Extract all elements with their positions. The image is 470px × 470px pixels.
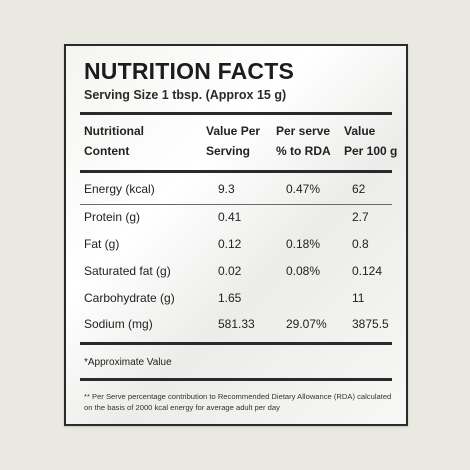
value-per-100g: 3875.5 [352, 317, 389, 331]
rda-footnote: ** Per Serve percentage contribution to … [84, 392, 392, 412]
header-rda: Per serve % to RDA [276, 124, 331, 158]
rda-percent: 29.07% [286, 317, 327, 331]
header-rule-bottom [80, 170, 392, 173]
value-per-100g: 62 [352, 182, 366, 196]
rda-percent: 0.47% [286, 182, 321, 196]
table-row: Sodium (mg) 581.33 29.07% 3875.5 [84, 317, 392, 339]
value-per-serving: 1.65 [218, 291, 242, 305]
nutrition-title: NUTRITION FACTS [84, 58, 294, 84]
value-per-100g: 0.124 [352, 264, 383, 278]
nutrient-name: Sodium (mg) [84, 317, 153, 331]
value-per-100g: 0.8 [352, 237, 369, 251]
approximate-note: *Approximate Value [84, 357, 172, 368]
table-row: Energy (kcal) 9.3 0.47% 62 [84, 182, 392, 204]
nutrient-name: Protein (g) [84, 210, 141, 224]
rda-percent: 0.18% [286, 237, 321, 251]
nutrient-name: Fat (g) [84, 237, 120, 251]
nutrient-name: Energy (kcal) [84, 182, 155, 196]
header-per-100g: Value Per 100 g [344, 124, 398, 158]
table-rule-bottom [80, 342, 392, 345]
value-per-serving: 581.33 [218, 317, 255, 331]
value-per-serving: 9.3 [218, 182, 235, 196]
rda-percent: 0.08% [286, 264, 321, 278]
header-rule-top [80, 112, 392, 115]
nutrition-facts-panel: NUTRITION FACTS Serving Size 1 tbsp. (Ap… [64, 44, 408, 426]
table-row: Fat (g) 0.12 0.18% 0.8 [84, 237, 392, 259]
nutrient-name: Carbohydrate (g) [84, 291, 175, 305]
header-value-per-serving: Value Per Serving [206, 124, 261, 158]
value-per-serving: 0.41 [218, 210, 242, 224]
value-per-serving: 0.02 [218, 264, 242, 278]
nutrient-name: Saturated fat (g) [84, 264, 171, 278]
serving-size: Serving Size 1 tbsp. (Approx 15 g) [84, 88, 287, 102]
value-per-100g: 2.7 [352, 210, 369, 224]
value-per-serving: 0.12 [218, 237, 242, 251]
row-divider [80, 204, 392, 205]
table-row: Protein (g) 0.41 2.7 [84, 210, 392, 232]
footnote-rule [80, 378, 392, 381]
value-per-100g: 11 [352, 291, 365, 305]
table-row: Saturated fat (g) 0.02 0.08% 0.124 [84, 264, 392, 286]
header-nutritional-content: Nutritional Content [84, 124, 144, 158]
table-row: Carbohydrate (g) 1.65 11 [84, 291, 392, 313]
